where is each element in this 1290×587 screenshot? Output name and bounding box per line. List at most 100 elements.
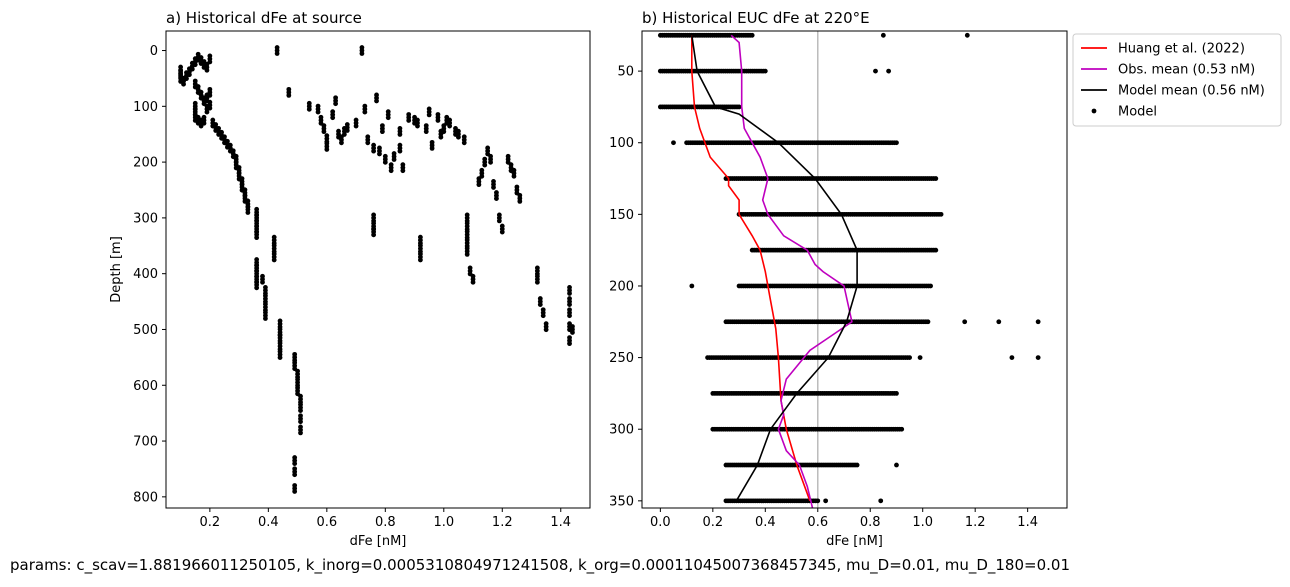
legend-marker [1091, 108, 1097, 114]
x-axis-label: dFe [nM] [350, 534, 407, 549]
x-tick-label: 0.8 [375, 515, 396, 530]
data-point [207, 92, 213, 98]
data-point [567, 291, 572, 296]
data-point [438, 134, 444, 140]
model-point [873, 68, 878, 74]
data-point [371, 148, 377, 154]
data-point [494, 196, 499, 201]
data-point [260, 279, 265, 285]
data-point [447, 123, 453, 129]
model-point [925, 319, 931, 325]
data-point [292, 472, 298, 478]
data-point [277, 355, 283, 360]
y-tick-label: 150 [609, 208, 634, 223]
data-point [464, 251, 470, 257]
y-tick-label: 100 [609, 136, 634, 151]
params-footer: params: c_scav=1.881966011250105, k_inor… [10, 556, 1070, 574]
data-point [254, 285, 260, 291]
data-point [286, 92, 292, 98]
model-point [689, 283, 695, 289]
data-point [362, 109, 368, 115]
data-point [415, 123, 420, 129]
y-tick-label: 700 [133, 435, 158, 450]
model-point [886, 68, 892, 74]
y-axis-label: Depth [m] [109, 236, 124, 303]
x-tick-label: 0.2 [200, 515, 221, 530]
data-point [189, 66, 195, 72]
x-tick-label: 0.6 [316, 515, 337, 530]
data-point [192, 62, 198, 68]
x-tick-label: 1.0 [433, 515, 454, 530]
x-tick-label: 1.2 [965, 515, 986, 530]
data-point [306, 106, 312, 112]
legend-label: Model [1118, 105, 1157, 120]
x-tick-label: 1.4 [550, 515, 571, 530]
x-axis-label: dFe [nM] [826, 534, 883, 549]
plot-area [178, 45, 575, 494]
data-point [391, 157, 397, 162]
data-point [184, 76, 189, 82]
data-point [204, 109, 210, 115]
model-point [671, 140, 676, 146]
data-point [315, 109, 321, 115]
data-point [207, 105, 213, 111]
data-point [298, 419, 303, 425]
y-tick-label: 600 [133, 379, 158, 394]
chart-title: a) Historical dFe at source [166, 9, 362, 27]
legend-box [1072, 33, 1282, 127]
x-tick-label: 1.4 [1017, 515, 1038, 530]
legend-label: Huang et al. (2022) [1118, 42, 1245, 57]
x-tick-label: 0.8 [860, 515, 881, 530]
model-point [1009, 355, 1015, 360]
model-point [878, 498, 884, 504]
data-point [330, 115, 336, 121]
data-point [470, 279, 476, 285]
series-line-1 [730, 34, 853, 508]
data-point [406, 118, 412, 123]
panel-a: 0.2 0.4 0.6 0.8 1.0 1.2 1.4 0 100 200 300 400 500 600… [109, 9, 591, 549]
model-point [917, 355, 923, 360]
data-point [426, 112, 432, 118]
legend-label: Model mean (0.56 nM) [1118, 84, 1265, 99]
x-tick-label: 1.2 [492, 515, 513, 530]
data-point [379, 129, 385, 135]
y-tick-label: 200 [133, 156, 158, 171]
y-tick-label: 250 [609, 351, 634, 366]
panel-b: 0.0 0.2 0.4 0.6 0.8 1.0 1.2 1.4 50 100 150 200 250 30… [609, 9, 1282, 549]
data-point [540, 313, 546, 319]
y-tick-label: 350 [609, 494, 634, 509]
data-point [359, 51, 365, 56]
legend: Huang et al. (2022) Obs. mean (0.53 nM) Mo… [1072, 33, 1282, 127]
model-point [933, 247, 939, 253]
series-line-2 [691, 35, 858, 502]
data-point [418, 257, 423, 263]
model-point [964, 32, 970, 38]
y-tick-label: 0 [150, 44, 158, 59]
data-point [321, 129, 327, 135]
y-tick-label: 100 [133, 100, 158, 115]
data-point [567, 341, 572, 347]
model-point [894, 140, 899, 146]
data-point [400, 168, 406, 174]
data-point [382, 159, 388, 165]
data-point [263, 316, 268, 321]
data-point [292, 489, 298, 494]
data-point [245, 210, 251, 215]
data-point [537, 302, 543, 307]
model-point [899, 426, 905, 432]
data-point [543, 327, 549, 333]
data-point [511, 173, 517, 179]
data-point [385, 115, 391, 121]
data-point [274, 51, 280, 56]
data-point [491, 185, 496, 190]
x-tick-label: 0.4 [755, 515, 776, 530]
model-point [1035, 319, 1041, 325]
data-point [186, 72, 192, 78]
plot-area [657, 31, 1041, 508]
data-point [534, 279, 540, 285]
data-point [388, 168, 394, 174]
data-point [488, 159, 493, 165]
y-tick-label: 400 [133, 267, 158, 282]
y-tick-label: 500 [133, 323, 158, 338]
model-point [736, 104, 742, 110]
